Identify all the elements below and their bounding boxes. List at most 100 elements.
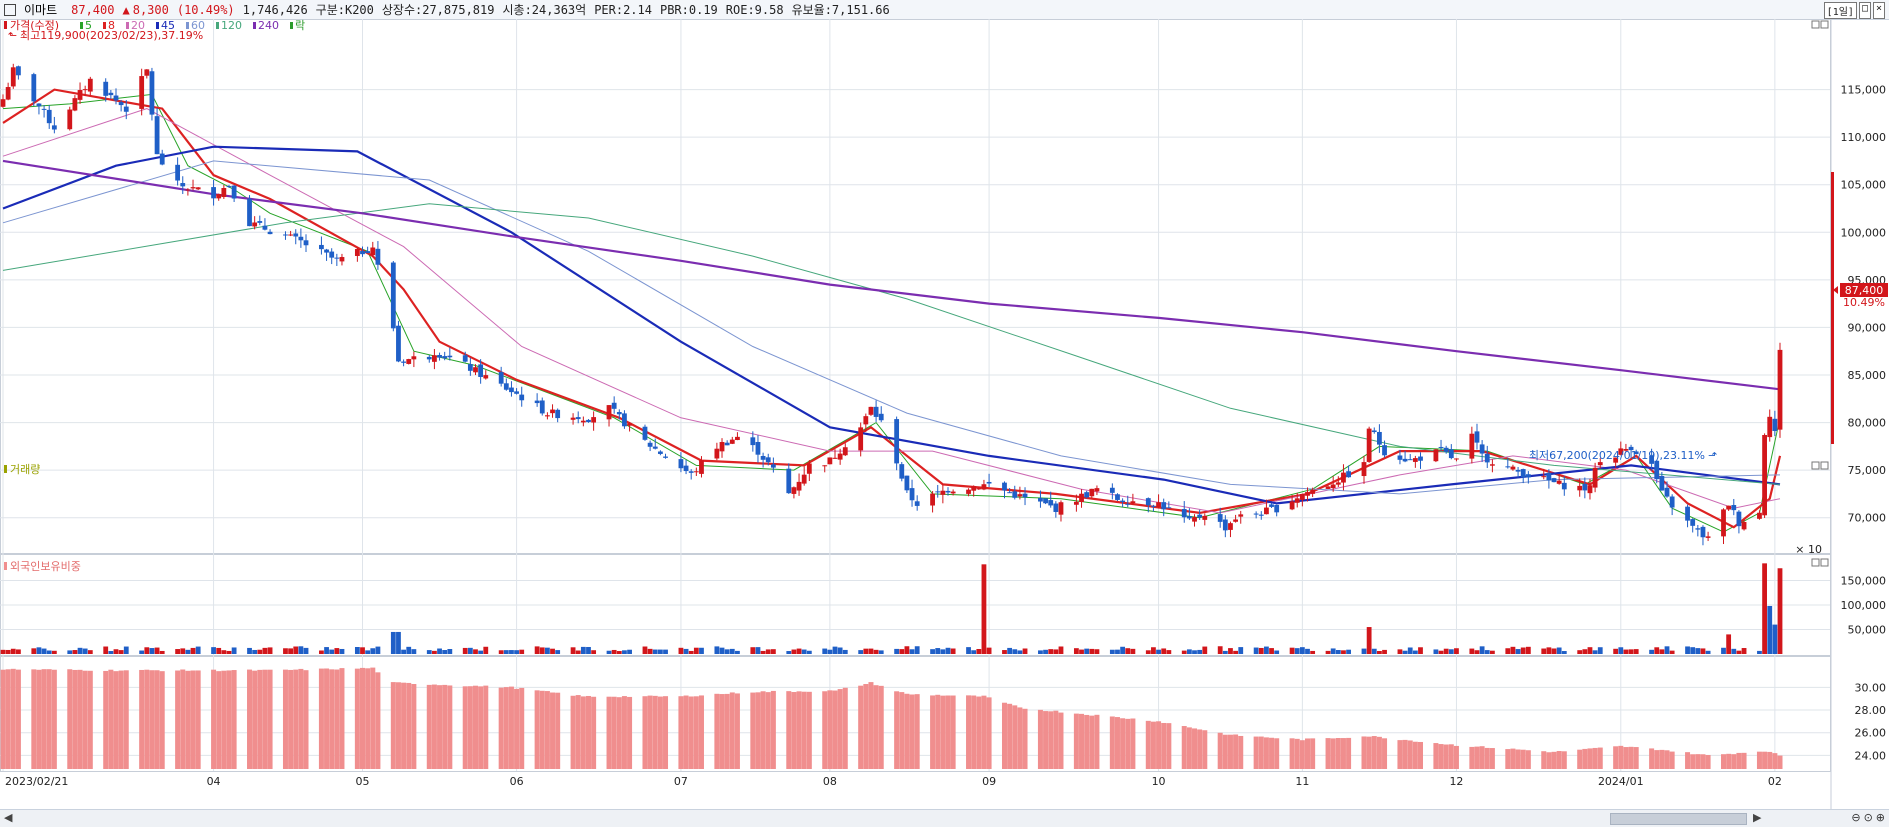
price-tick-label: 70,000 bbox=[1848, 512, 1887, 525]
zoom-reset-icon[interactable]: ⊙ bbox=[1863, 811, 1873, 824]
volume-bar bbox=[966, 647, 971, 654]
volume-bar bbox=[827, 649, 833, 654]
volume-bar bbox=[1156, 649, 1161, 654]
volume-bar bbox=[770, 649, 776, 654]
horizontal-scrollbar[interactable]: ◀ ▶ ⊖ ⊙ ⊕ bbox=[0, 809, 1889, 827]
candle bbox=[688, 471, 694, 473]
candle bbox=[899, 464, 905, 479]
candle bbox=[1361, 462, 1367, 477]
volume-bar bbox=[1613, 648, 1619, 654]
price-tag-percent: 10.49% bbox=[1843, 296, 1885, 309]
scroll-right-icon[interactable]: ▶ bbox=[1753, 811, 1762, 824]
candle bbox=[770, 464, 776, 468]
foreign-bar bbox=[760, 691, 766, 769]
volume-bar bbox=[1048, 649, 1054, 654]
foreign-bar bbox=[786, 691, 792, 769]
candle bbox=[1762, 435, 1767, 516]
panel-buttons[interactable] bbox=[1811, 20, 1829, 567]
foreign-bar bbox=[442, 684, 448, 769]
legend-swatch bbox=[103, 22, 106, 29]
volume-bar bbox=[426, 650, 432, 654]
candle bbox=[1592, 467, 1598, 488]
candle bbox=[1649, 455, 1655, 464]
candle bbox=[1377, 431, 1382, 445]
candle bbox=[257, 221, 263, 223]
foreign-bar bbox=[1007, 703, 1013, 769]
foreign-bar bbox=[1556, 751, 1562, 769]
ma-line-8 bbox=[2, 88, 1782, 529]
foreign-bar bbox=[267, 669, 273, 769]
candle bbox=[1721, 509, 1726, 537]
foreign-bar bbox=[663, 696, 669, 769]
foreign-bar bbox=[1048, 711, 1054, 769]
volume-bar bbox=[1561, 651, 1567, 654]
volume-bar bbox=[806, 650, 812, 654]
candle bbox=[498, 372, 504, 384]
volume-bar bbox=[555, 650, 561, 654]
foreign-bar bbox=[1736, 752, 1742, 769]
candle bbox=[339, 257, 345, 262]
foreign-bar bbox=[0, 669, 6, 769]
foreign-bar bbox=[1777, 755, 1783, 769]
volume-bar bbox=[735, 650, 740, 654]
zoom-in-icon[interactable]: ⊕ bbox=[1875, 811, 1885, 824]
candle bbox=[1166, 507, 1172, 509]
volume-bar bbox=[724, 649, 730, 654]
scroll-left-icon[interactable]: ◀ bbox=[4, 811, 13, 824]
scroll-thumb[interactable] bbox=[1610, 813, 1747, 825]
foreign-bar bbox=[108, 669, 114, 769]
candle bbox=[765, 457, 771, 463]
candle bbox=[396, 325, 401, 362]
foreign-bar bbox=[1633, 747, 1639, 769]
volume-bar bbox=[1628, 649, 1634, 654]
candle bbox=[216, 194, 222, 199]
candle bbox=[652, 446, 658, 449]
volume-bar bbox=[41, 648, 47, 654]
candle bbox=[1510, 466, 1516, 470]
legend-swatch bbox=[253, 22, 256, 29]
candle bbox=[1685, 506, 1690, 521]
volume-bar bbox=[1130, 648, 1136, 654]
maximize-icon[interactable]: □ bbox=[1858, 2, 1871, 19]
candle bbox=[1474, 431, 1480, 443]
foreign-bar bbox=[755, 692, 761, 769]
foreign-bar bbox=[606, 696, 612, 769]
foreign-bar bbox=[1541, 751, 1547, 769]
volume-bar bbox=[1366, 627, 1372, 654]
candle bbox=[262, 225, 268, 230]
candle bbox=[1310, 489, 1316, 494]
stock-chart[interactable]: 70,00075,00080,00085,00090,00095,000100,… bbox=[0, 19, 1889, 809]
foreign-bar bbox=[1233, 734, 1239, 769]
current-price-tag: 87,400 10.49% bbox=[1833, 283, 1888, 309]
volume-bar bbox=[159, 650, 165, 654]
ma-line-60 bbox=[2, 160, 1781, 495]
zoom-out-icon[interactable]: ⊖ bbox=[1851, 811, 1861, 824]
foreign-bar bbox=[729, 692, 735, 769]
candle bbox=[211, 187, 216, 199]
volume-bar bbox=[303, 647, 309, 654]
candle bbox=[1233, 519, 1239, 522]
foreign-bar bbox=[1695, 754, 1701, 769]
foreign-bar bbox=[1371, 736, 1377, 769]
candle bbox=[1371, 430, 1377, 433]
close-icon[interactable]: × bbox=[1872, 2, 1885, 19]
candle bbox=[16, 66, 21, 76]
candle bbox=[1048, 500, 1054, 506]
candle bbox=[1197, 514, 1203, 518]
foreign-bar bbox=[1561, 751, 1567, 769]
volume-bar bbox=[10, 648, 16, 654]
period-button[interactable]: [1일] bbox=[1823, 2, 1857, 19]
volume-bar bbox=[986, 647, 992, 654]
volume-bar bbox=[1222, 650, 1228, 654]
candle bbox=[370, 247, 376, 256]
candle bbox=[1613, 457, 1619, 463]
candle bbox=[514, 391, 519, 394]
foreign-bar bbox=[77, 669, 83, 769]
candle bbox=[1109, 487, 1115, 493]
candle bbox=[67, 109, 73, 130]
candle bbox=[966, 489, 971, 494]
candle bbox=[586, 419, 591, 423]
volume-bar bbox=[1623, 649, 1629, 654]
candle bbox=[1731, 505, 1737, 511]
checkbox[interactable] bbox=[4, 3, 16, 16]
